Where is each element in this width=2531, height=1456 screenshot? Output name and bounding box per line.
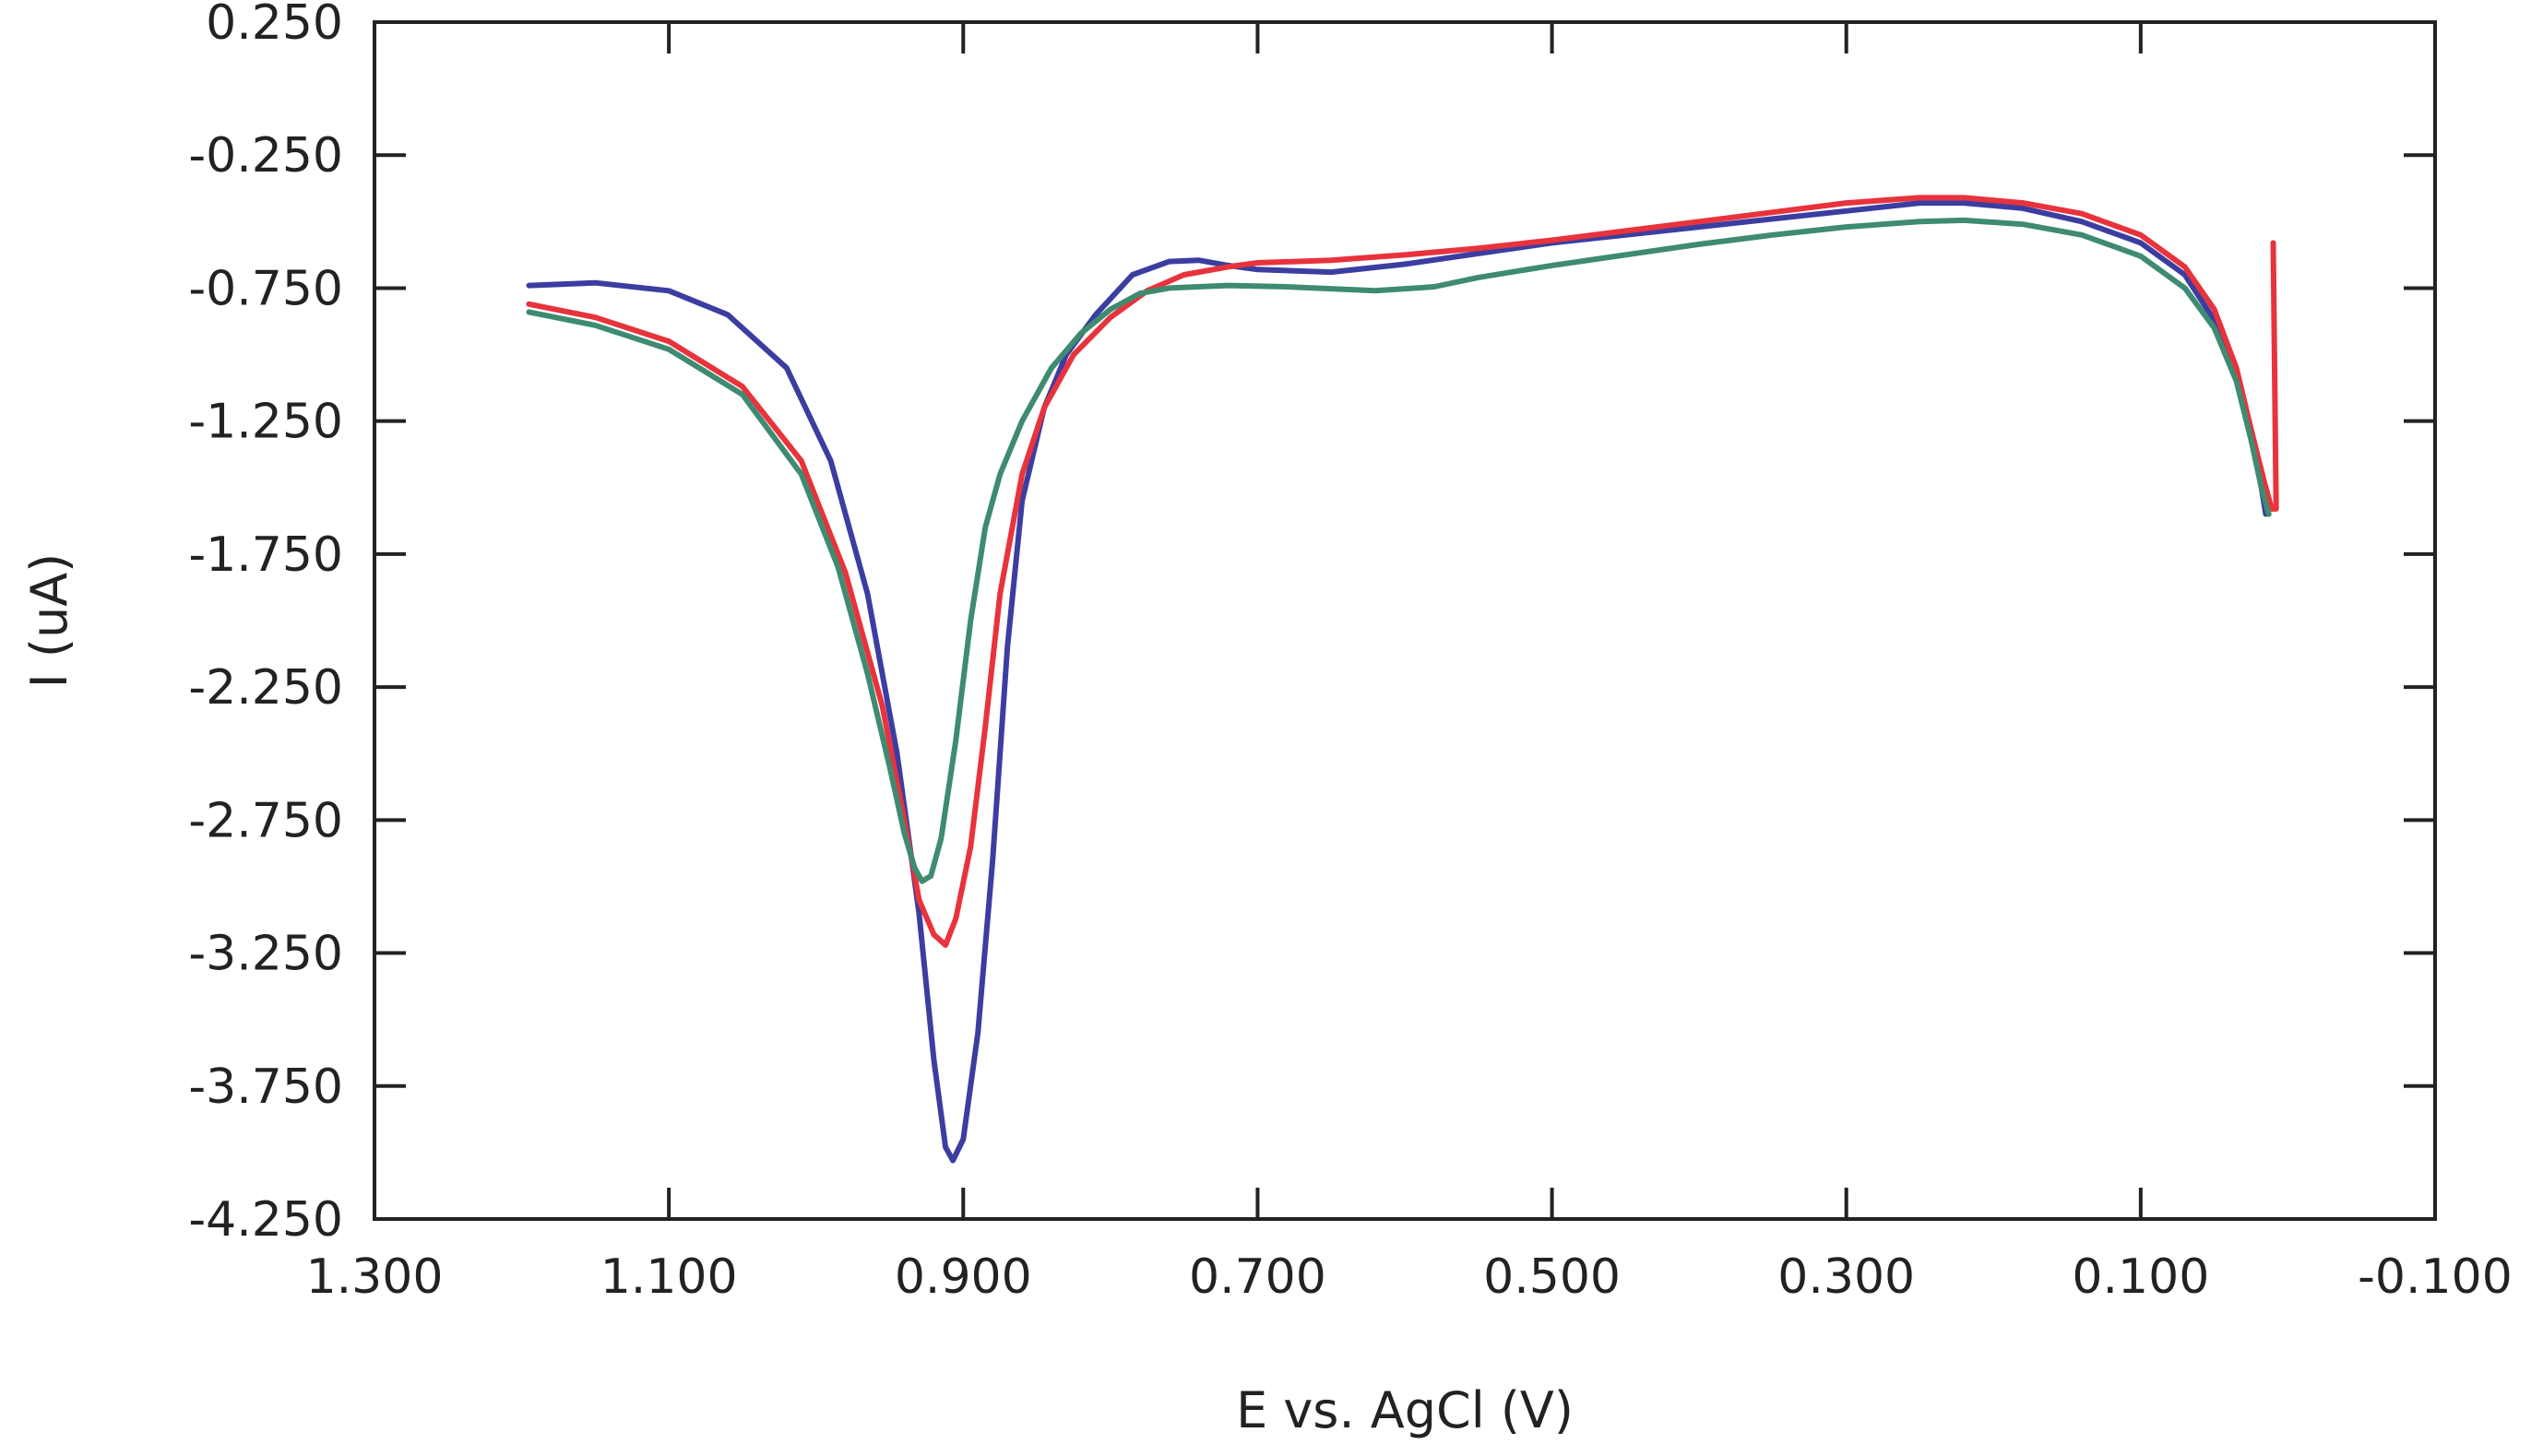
y-tick-label: -2.750 bbox=[188, 793, 343, 848]
y-tick-label: -3.250 bbox=[188, 927, 343, 982]
x-tick-label: 1.100 bbox=[600, 1249, 738, 1305]
x-tick-label: 0.100 bbox=[2072, 1249, 2209, 1305]
y-tick-label: 0.250 bbox=[206, 0, 343, 51]
y-tick-label: -1.250 bbox=[188, 395, 343, 450]
y-tick-label: -2.250 bbox=[188, 660, 343, 716]
y-tick-label: -4.250 bbox=[188, 1192, 343, 1248]
labels-layer: E vs. AgCl (V) I (uA) 1.300 1.100 0.900 0.7… bbox=[20, 0, 2513, 1439]
series-line-green bbox=[526, 217, 2272, 884]
y-tick-label: -0.750 bbox=[188, 261, 343, 316]
x-tick-label: 0.700 bbox=[1189, 1249, 1326, 1305]
y-tick-label: -0.250 bbox=[188, 128, 343, 183]
x-tick-label: 1.300 bbox=[306, 1249, 444, 1305]
x-tick-label: -0.100 bbox=[2358, 1249, 2513, 1305]
x-tick-label: 0.900 bbox=[895, 1249, 1032, 1305]
x-tick-label: 0.300 bbox=[1777, 1249, 1915, 1305]
y-tick-label: -3.750 bbox=[188, 1059, 343, 1115]
x-tick-label: 0.500 bbox=[1483, 1249, 1621, 1305]
series-layer bbox=[526, 195, 2279, 1164]
series-line-red bbox=[526, 195, 2279, 948]
y-axis-title: I (uA) bbox=[20, 553, 78, 688]
series-line-blue bbox=[526, 200, 2269, 1164]
plot-frame bbox=[373, 20, 2437, 1221]
axes-layer bbox=[373, 20, 2437, 1221]
x-axis-title: E vs. AgCl (V) bbox=[1236, 1381, 1574, 1439]
y-tick-label: -1.750 bbox=[188, 527, 343, 583]
